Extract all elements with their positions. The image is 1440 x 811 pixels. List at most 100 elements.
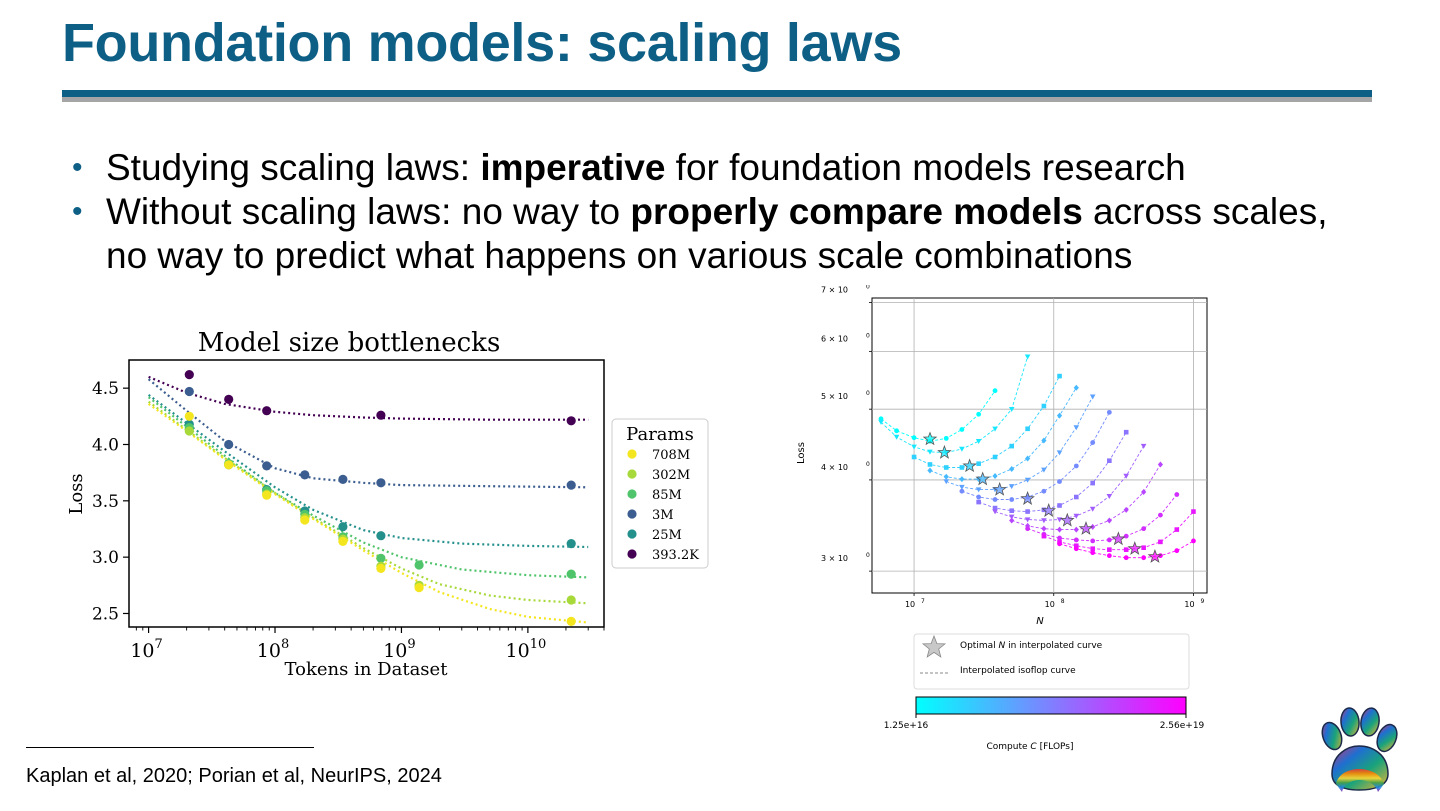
bullet-list: • Studying scaling laws: imperative for … xyxy=(72,146,1372,278)
fit-curve xyxy=(147,394,589,549)
isoflop-point xyxy=(1106,493,1113,499)
x-axis-label: N xyxy=(1036,616,1044,627)
isoflop-point xyxy=(992,505,998,511)
fit-curve xyxy=(147,378,589,489)
isoflop-point xyxy=(1174,492,1180,497)
data-point xyxy=(414,583,424,593)
legend-box xyxy=(913,633,1190,690)
isoflop-point xyxy=(943,465,949,470)
isoflop-curve xyxy=(1043,511,1194,551)
data-point xyxy=(376,410,386,420)
title-rule-blue xyxy=(62,90,1372,97)
legend-marker xyxy=(627,529,637,539)
legend-entry: 25M xyxy=(652,528,682,543)
y-tick-label: 4.0 xyxy=(92,435,119,455)
bullet-text-bold: imperative xyxy=(480,147,666,188)
bullet-text-part: across scales, no way to predict what ha… xyxy=(106,191,1328,276)
isoflop-point xyxy=(1024,354,1031,360)
isoflop-point xyxy=(1107,458,1112,463)
data-point xyxy=(300,470,310,480)
isoflop-point xyxy=(927,462,933,467)
data-point xyxy=(262,461,272,471)
isoflop-point xyxy=(992,388,998,394)
isoflop-point xyxy=(959,465,965,470)
x-tick-label: 10 xyxy=(1045,600,1055,609)
isoflop-point xyxy=(1123,506,1129,513)
isoflop-point xyxy=(1057,479,1062,484)
isoflop-point xyxy=(943,435,949,441)
y-tick-exponent: 0 xyxy=(866,390,870,397)
data-point xyxy=(262,490,272,500)
isoflop-point xyxy=(1009,508,1015,513)
isoflop-point xyxy=(1057,535,1062,541)
isoflop-point xyxy=(1174,548,1180,554)
isoflop-point xyxy=(894,428,900,434)
bullet-text-part: Studying scaling laws: xyxy=(106,147,481,188)
data-point xyxy=(184,386,194,397)
isoflop-curve xyxy=(1011,464,1161,531)
fit-curve xyxy=(147,396,589,579)
legend-marker xyxy=(627,489,637,499)
legend-entry: 393.2K xyxy=(652,548,699,563)
isoflop-point xyxy=(1073,513,1080,519)
isoflop-point xyxy=(976,499,981,505)
isoflop-point xyxy=(959,488,965,494)
data-point xyxy=(566,539,576,549)
isoflop-point xyxy=(1025,426,1030,432)
bullet-text-part: for foundation models research xyxy=(665,147,1186,188)
data-point xyxy=(376,553,386,563)
isoflop-point xyxy=(992,426,998,432)
bullet-item: • Without scaling laws: no way to proper… xyxy=(72,190,1372,278)
data-point xyxy=(376,563,386,573)
x-tick-exponent: 9 xyxy=(1200,598,1204,605)
y-tick-exponent: 0 xyxy=(866,552,870,559)
isoflop-point xyxy=(1141,555,1147,561)
data-point xyxy=(566,480,576,490)
isoflop-point xyxy=(1106,537,1112,543)
rainbow-paw-icon xyxy=(1321,707,1398,792)
y-tick-label: 4.5 xyxy=(92,379,119,399)
isoflop-point xyxy=(1106,409,1112,415)
isoflop-point xyxy=(1025,455,1031,462)
isoflop-point xyxy=(1041,518,1047,524)
y-tick-label: 5 × 10 xyxy=(821,392,848,401)
bullet-text-bold: properly compare models xyxy=(630,191,1083,232)
optimal-star xyxy=(975,471,990,486)
optimal-star xyxy=(1020,491,1035,505)
isoflop-point xyxy=(1008,484,1015,490)
data-point xyxy=(338,474,348,484)
optimal-star xyxy=(937,444,952,459)
data-point xyxy=(566,569,576,579)
fit-curve xyxy=(148,375,589,421)
isoflop-curve xyxy=(880,356,1029,454)
isoflop-point xyxy=(1158,512,1163,518)
colorbar-min-label: 1.25e+16 xyxy=(884,721,929,731)
isoflop-point xyxy=(1009,517,1015,524)
legend-entry: 85M xyxy=(652,488,682,503)
isoflop-point xyxy=(1157,461,1164,468)
legend-marker xyxy=(627,509,637,519)
isoflop-point xyxy=(1008,514,1015,520)
y-axis-label: Loss xyxy=(796,442,807,464)
isoflop-point xyxy=(1056,526,1063,533)
isoflop-point xyxy=(1056,450,1063,456)
isoflop-point xyxy=(975,487,982,493)
isoflop-point xyxy=(1090,550,1096,556)
legend-marker xyxy=(627,449,637,459)
isoflop-point xyxy=(1174,527,1180,532)
isoflop-point xyxy=(1191,509,1196,514)
y-axis-label: Loss xyxy=(66,473,87,514)
isoflop-point xyxy=(1123,473,1129,479)
isoflop-point xyxy=(992,509,998,515)
isoflop-point xyxy=(878,419,884,425)
optimal-star xyxy=(1041,503,1057,517)
isoflop-point xyxy=(1191,538,1196,544)
x-axis-label: Tokens in Dataset xyxy=(285,659,449,680)
x-tick-exponent: 8 xyxy=(1061,598,1065,605)
slide-title: Foundation models: scaling laws xyxy=(62,13,902,73)
legend-entry: 708M xyxy=(652,448,690,463)
data-point xyxy=(566,595,576,605)
optimal-star xyxy=(992,481,1007,496)
isoflop-point xyxy=(976,494,982,500)
x-tick-label: 10 xyxy=(905,600,915,609)
